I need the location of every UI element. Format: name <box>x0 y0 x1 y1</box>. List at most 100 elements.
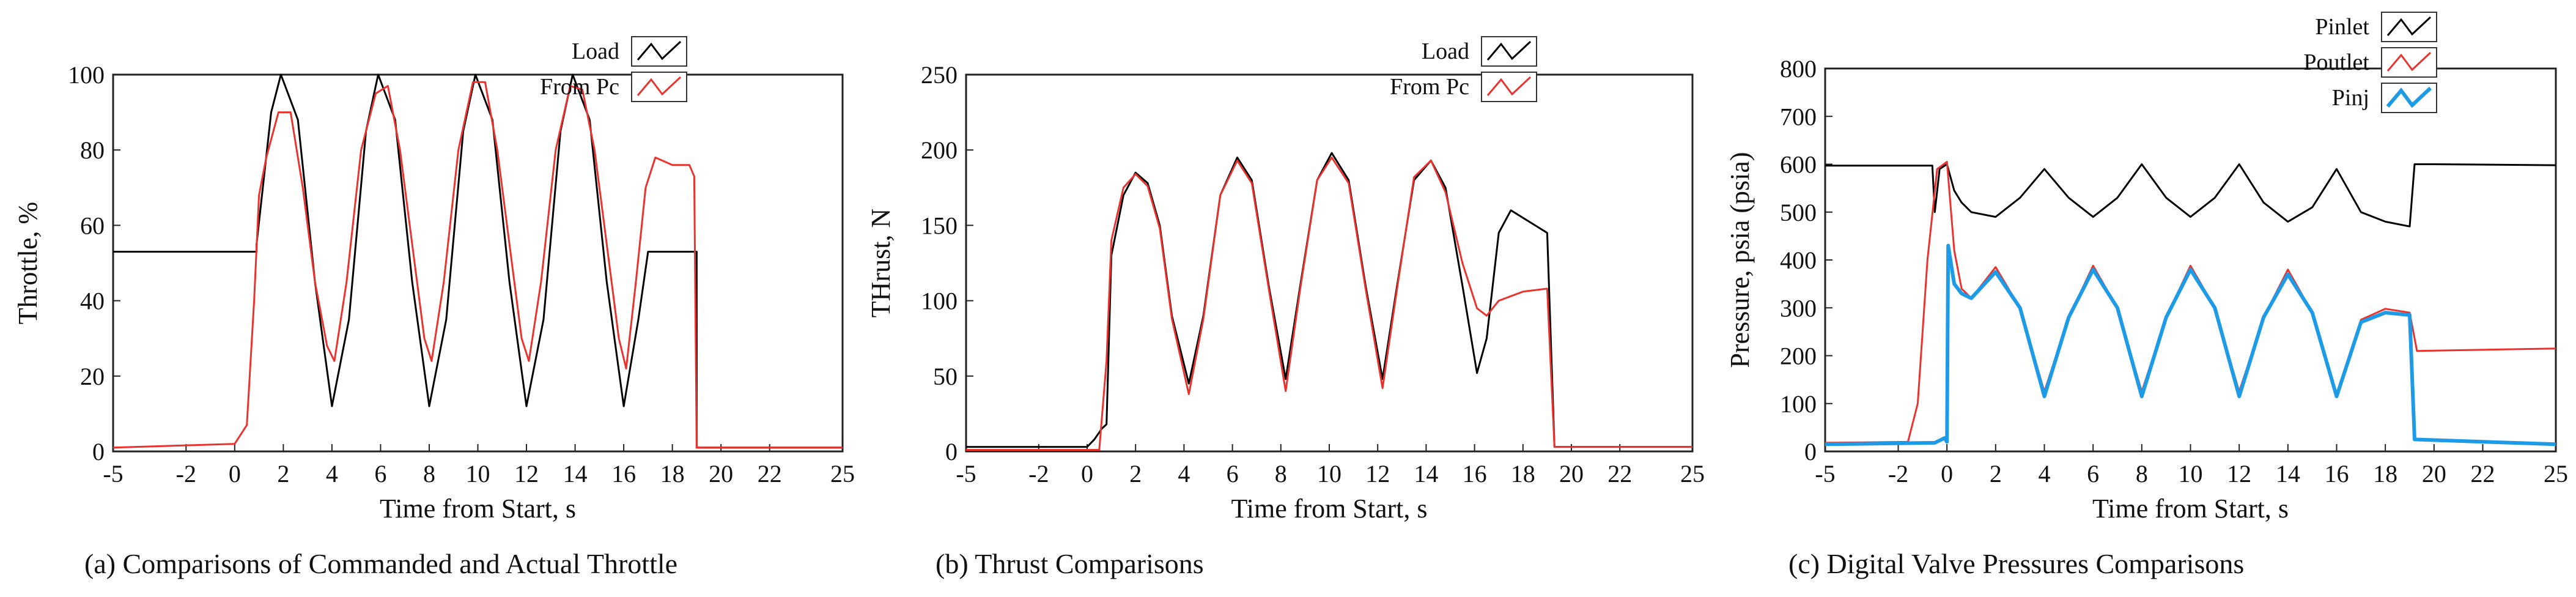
x-tick-label: 20 <box>1559 460 1584 488</box>
x-tick-label: 25 <box>830 460 855 488</box>
legend-swatch-box <box>631 36 687 67</box>
x-tick-label: 8 <box>423 460 435 488</box>
x-tick-label: -5 <box>103 460 123 488</box>
legend-swatch-box <box>2381 83 2437 113</box>
x-tick-label: 0 <box>229 460 241 488</box>
x-tick-label: 16 <box>2325 460 2349 488</box>
x-tick-label: 18 <box>660 460 685 488</box>
series-line-from-pc <box>113 81 843 449</box>
x-axis-label: Time from Start, s <box>380 494 576 524</box>
y-axis-label: Throttle, % <box>13 202 43 324</box>
x-tick-label: 12 <box>1365 460 1390 488</box>
x-tick-label: 22 <box>2471 460 2495 488</box>
x-tick-label: 2 <box>1990 460 2002 488</box>
x-tick-label: 4 <box>2039 460 2051 488</box>
y-tick-label: 0 <box>945 438 958 465</box>
x-tick-label: -5 <box>956 460 976 488</box>
x-tick-label: -5 <box>1815 460 1835 488</box>
series-line-from-pc <box>966 157 1692 451</box>
series-line-pinlet <box>1825 163 2556 228</box>
x-tick-label: -2 <box>1888 460 1908 488</box>
x-tick-label: 4 <box>326 460 338 488</box>
legend-label-pinlet: Pinlet <box>2315 14 2369 40</box>
x-tick-label: 0 <box>1941 460 1953 488</box>
y-tick-label: 0 <box>92 438 105 465</box>
x-tick-label: 25 <box>2544 460 2568 488</box>
series-line-load <box>966 152 1692 448</box>
y-tick-label: 80 <box>80 136 105 164</box>
x-tick-label: 16 <box>611 460 636 488</box>
x-tick-label: 22 <box>758 460 782 488</box>
x-tick-label: 25 <box>1680 460 1705 488</box>
y-tick-label: 250 <box>921 61 958 89</box>
legend-swatch-box <box>2381 12 2437 42</box>
y-tick-label: 100 <box>921 287 958 315</box>
x-tick-label: 2 <box>1129 460 1142 488</box>
legend-swatch-load <box>637 40 682 61</box>
x-tick-label: -2 <box>176 460 196 488</box>
chart-panel-a: -5 -2 0 2 4 6 8 10 12 14 16 18 20 22 25 0 20 40 60 80 100 Tim… <box>13 36 855 524</box>
legend-swatch-poutlet <box>2386 51 2432 72</box>
x-tick-label: -2 <box>1028 460 1049 488</box>
legend-label-poutlet: Poutlet <box>2303 50 2369 75</box>
x-tick-label: 8 <box>2136 460 2148 488</box>
legend-swatch-pinj <box>2386 86 2432 108</box>
caption-b: (b) Thrust Comparisons <box>936 548 1204 579</box>
x-tick-label: 2 <box>277 460 289 488</box>
legend-label-from-pc: From Pc <box>540 74 619 100</box>
x-tick-label: 6 <box>374 460 386 488</box>
x-tick-label: 10 <box>2179 460 2203 488</box>
x-tick-label: 10 <box>1317 460 1342 488</box>
x-tick-label: 4 <box>1178 460 1190 488</box>
caption-a: (a) Comparisons of Commanded and Actual … <box>84 548 678 579</box>
y-tick-label: 700 <box>1780 103 1817 130</box>
y-tick-label: 600 <box>1780 151 1817 179</box>
y-tick-label: 60 <box>80 212 105 239</box>
x-tick-label: 22 <box>1607 460 1632 488</box>
legend-swatch-from-pc <box>1486 76 1532 96</box>
x-tick-label: 14 <box>563 460 588 488</box>
y-axis-label: THrust, N <box>866 209 896 317</box>
x-tick-label: 14 <box>1414 460 1438 488</box>
x-tick-label: 20 <box>2422 460 2446 488</box>
y-tick-label: 20 <box>80 363 105 390</box>
y-tick-label: 150 <box>921 212 958 239</box>
y-tick-label: 400 <box>1780 247 1817 274</box>
x-tick-label: 18 <box>1511 460 1535 488</box>
x-tick-label: 8 <box>1275 460 1287 488</box>
x-tick-label: 12 <box>514 460 539 488</box>
x-tick-label: 20 <box>709 460 733 488</box>
legend-label-load: Load <box>1422 39 1469 64</box>
legend-swatch-box <box>631 72 687 102</box>
y-tick-label: 200 <box>921 136 958 164</box>
legend-swatch-from-pc <box>637 76 682 96</box>
y-tick-label: 800 <box>1780 55 1817 83</box>
plot-frame <box>965 73 1694 453</box>
x-tick-label: 0 <box>1081 460 1093 488</box>
y-tick-label: 50 <box>933 363 958 390</box>
y-tick-label: 100 <box>68 61 105 89</box>
legend-swatch-box <box>2381 47 2437 78</box>
plot-frame <box>1824 67 2557 453</box>
y-axis-label: Pressure, psia (psia) <box>1725 152 1755 368</box>
plot-frame <box>112 73 844 453</box>
legend-swatch-pinlet <box>2386 16 2432 36</box>
x-tick-label: 14 <box>2276 460 2300 488</box>
y-tick-label: 200 <box>1780 343 1817 370</box>
x-tick-label: 12 <box>2227 460 2251 488</box>
x-tick-label: 6 <box>2087 460 2099 488</box>
x-tick-label: 10 <box>466 460 490 488</box>
legend-swatch-load <box>1486 40 1532 61</box>
x-tick-label: 16 <box>1463 460 1487 488</box>
x-tick-label: 18 <box>2373 460 2397 488</box>
x-tick-label: 6 <box>1227 460 1239 488</box>
y-tick-label: 300 <box>1780 294 1817 322</box>
y-tick-label: 40 <box>80 287 105 315</box>
chart-panel-c: -5 -2 0 2 4 6 8 10 12 14 16 18 20 22 25 0 100 200 300 400 50… <box>1725 12 2568 524</box>
series-line-pinj <box>1825 243 2556 447</box>
legend-swatch-box <box>1481 36 1537 67</box>
legend-swatch-box <box>1481 72 1537 102</box>
chart-panel-b: -5 -2 0 2 4 6 8 10 12 14 16 18 20 22 25050100150200250… <box>866 36 1705 524</box>
y-tick-label: 100 <box>1780 390 1817 418</box>
